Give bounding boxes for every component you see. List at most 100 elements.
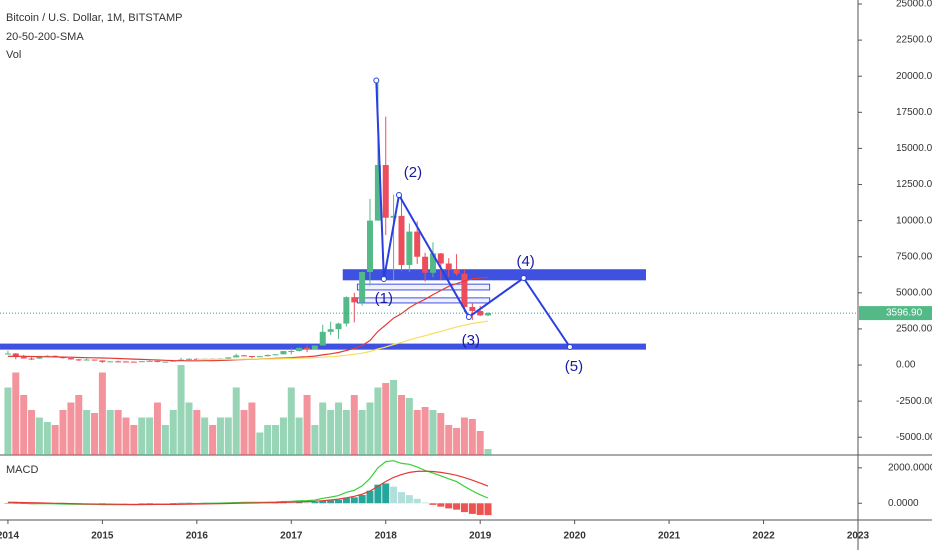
macd-hist-bar	[445, 503, 453, 509]
macd-tick-label: 2000.0000	[888, 462, 932, 473]
wave-label: (4)	[516, 253, 534, 270]
candle-body	[83, 359, 90, 361]
y-tick-label: 10000.00	[896, 215, 932, 226]
volume-bar	[106, 410, 114, 455]
macd-line	[7, 460, 489, 506]
macd-hist-bar	[437, 503, 445, 507]
wave-point	[465, 314, 472, 321]
macd-hist-bar	[161, 503, 169, 504]
macd-hist-bar	[169, 503, 177, 504]
wave-label: (1)	[375, 290, 393, 307]
candle-body	[28, 358, 35, 360]
candle-body	[138, 361, 145, 363]
volume-bar	[177, 365, 185, 455]
candle-body	[264, 354, 271, 357]
candle-body	[67, 358, 74, 360]
candle-body	[359, 272, 366, 303]
macd-hist-bar	[335, 499, 343, 504]
wave-point	[566, 344, 573, 351]
candle-body	[398, 215, 405, 265]
macd-hist-bar	[177, 502, 185, 504]
y-tick-label: 7500.00	[896, 251, 932, 262]
volume-bar	[256, 432, 264, 455]
macd-label: MACD	[6, 464, 38, 476]
volume-bar	[51, 425, 59, 455]
candle-body	[20, 357, 27, 359]
volume-bar	[28, 410, 36, 455]
volume-bar	[405, 398, 413, 455]
candle-body	[390, 215, 397, 218]
candle-body	[185, 358, 192, 360]
volume-bar	[287, 387, 295, 455]
macd-hist-bar	[460, 503, 468, 513]
volume-bar	[279, 417, 287, 455]
volume-bar	[398, 395, 406, 455]
candle-body	[256, 356, 263, 358]
volume-bar	[169, 410, 177, 455]
volume-bar	[413, 410, 421, 455]
volume-bar	[12, 372, 20, 455]
macd-hist-bar	[413, 498, 421, 504]
volume-bar	[130, 425, 138, 455]
macd-hist-bar	[106, 503, 114, 504]
macd-hist-bar	[476, 503, 484, 515]
candle-body	[225, 357, 232, 359]
volume-bar	[91, 413, 99, 455]
macd-hist-bar	[374, 484, 382, 504]
volume-bar	[216, 417, 224, 455]
volume-bar	[429, 410, 437, 455]
candle-body	[296, 347, 303, 352]
volume-bar	[240, 410, 248, 455]
candle-body	[351, 297, 358, 303]
x-tick-label: 2018	[375, 531, 398, 542]
x-tick-label: 2014	[0, 531, 19, 542]
macd-hist-bar	[303, 502, 311, 504]
macd-hist-bar	[138, 503, 146, 504]
x-tick-label: 2022	[752, 531, 775, 542]
volume-bar	[327, 410, 335, 455]
macd-hist-bar	[287, 502, 295, 504]
wave-path	[375, 80, 571, 348]
volume-bar	[146, 417, 154, 455]
wave-label: (2)	[404, 164, 422, 181]
volume-bar	[445, 425, 453, 455]
volume-bar	[232, 387, 240, 455]
volume-bar	[335, 402, 343, 455]
main-pane	[0, 77, 858, 455]
volume-bar	[43, 422, 51, 455]
macd-hist-bar	[484, 503, 492, 516]
volume-bar	[421, 407, 429, 455]
volume-bar	[484, 449, 492, 455]
indicator-label: 20-50-200-SMA	[6, 31, 84, 43]
candle-body	[12, 353, 19, 358]
candle-body	[343, 297, 350, 324]
y-tick-label: -2500.00	[896, 396, 932, 407]
wave-label: (5)	[565, 358, 583, 375]
candle-body	[99, 360, 106, 362]
macd-pane	[4, 460, 492, 516]
sma50-line	[196, 320, 489, 361]
macd-hist-bar	[319, 500, 327, 504]
volume-bar	[35, 417, 43, 455]
macd-hist-bar	[295, 502, 303, 504]
macd-hist-bar	[342, 497, 350, 504]
macd-hist-bar	[429, 503, 437, 505]
wave-label: (3)	[462, 332, 480, 349]
volume-bar	[358, 410, 366, 455]
chart-title: Bitcoin / U.S. Dollar, 1M, BITSTAMP	[6, 12, 182, 24]
macd-hist-bar	[130, 503, 138, 504]
candle-body	[461, 273, 468, 307]
volume-bar	[67, 402, 75, 455]
candle-body	[453, 269, 460, 274]
volume-bar	[114, 410, 122, 455]
y-tick-label: 17500.00	[896, 107, 932, 118]
candle-body	[319, 331, 326, 346]
volume-bar	[138, 417, 146, 455]
candle-body	[469, 306, 476, 312]
macd-hist-bar	[153, 503, 161, 504]
macd-hist-bar	[4, 503, 12, 504]
candle-body	[414, 231, 421, 257]
zone	[342, 269, 646, 281]
volume-bar	[272, 425, 280, 455]
macd-hist-bar	[114, 503, 122, 504]
